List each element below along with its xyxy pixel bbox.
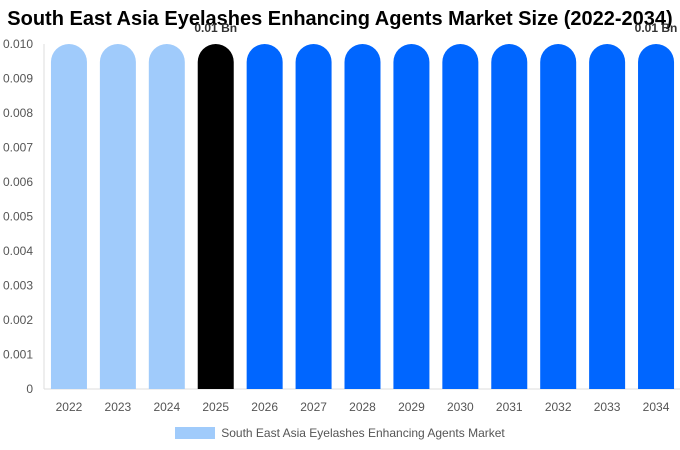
y-tick-label: 0.001 — [3, 348, 33, 362]
x-tick-label-2025: 2025 — [202, 400, 229, 414]
bar-2029 — [393, 44, 430, 389]
bar-2022 — [50, 44, 87, 389]
y-tick-label: 0.003 — [3, 279, 33, 293]
bar-2030 — [442, 44, 479, 389]
legend[interactable]: South East Asia Eyelashes Enhancing Agen… — [0, 426, 680, 440]
y-tick-label: 0.005 — [3, 210, 33, 224]
y-tick-label: 0.006 — [3, 175, 33, 189]
legend-label: South East Asia Eyelashes Enhancing Agen… — [221, 426, 505, 440]
bar-2026 — [246, 44, 283, 389]
y-tick-label: 0.008 — [3, 106, 33, 120]
x-tick-label-2033: 2033 — [594, 400, 621, 414]
bar-2032 — [540, 44, 577, 389]
y-tick-label: 0 — [26, 382, 33, 396]
x-tick-label-2026: 2026 — [251, 400, 278, 414]
y-tick-label: 0.007 — [3, 141, 33, 155]
bar-2025 — [197, 44, 234, 389]
x-tick-label-2027: 2027 — [300, 400, 327, 414]
chart-title: South East Asia Eyelashes Enhancing Agen… — [7, 8, 673, 30]
y-tick-label: 0.002 — [3, 313, 33, 327]
bar-2033 — [589, 44, 626, 389]
y-tick-label: 0.010 — [3, 37, 33, 51]
bar-2023 — [99, 44, 136, 389]
x-tick-label-2029: 2029 — [398, 400, 425, 414]
x-tick-label-2030: 2030 — [447, 400, 474, 414]
x-tick-label-2022: 2022 — [56, 400, 83, 414]
x-tick-label-2031: 2031 — [496, 400, 523, 414]
x-tick-label-2023: 2023 — [105, 400, 132, 414]
y-tick-label: 0.009 — [3, 72, 33, 86]
bar-2028 — [344, 44, 381, 389]
x-tick-label-2032: 2032 — [545, 400, 572, 414]
y-tick-label: 0.004 — [3, 244, 33, 258]
legend-swatch — [175, 427, 216, 439]
x-tick-label-2028: 2028 — [349, 400, 376, 414]
bar-2031 — [491, 44, 528, 389]
data-label-2025: 0.01 Bn — [194, 21, 237, 35]
data-label-2034: 0.01 Bn — [635, 21, 678, 35]
bar-2024 — [148, 44, 185, 389]
bar-2027 — [295, 44, 332, 389]
bar-2034 — [638, 44, 675, 389]
x-tick-label-2034: 2034 — [643, 400, 670, 414]
x-tick-label-2024: 2024 — [153, 400, 180, 414]
